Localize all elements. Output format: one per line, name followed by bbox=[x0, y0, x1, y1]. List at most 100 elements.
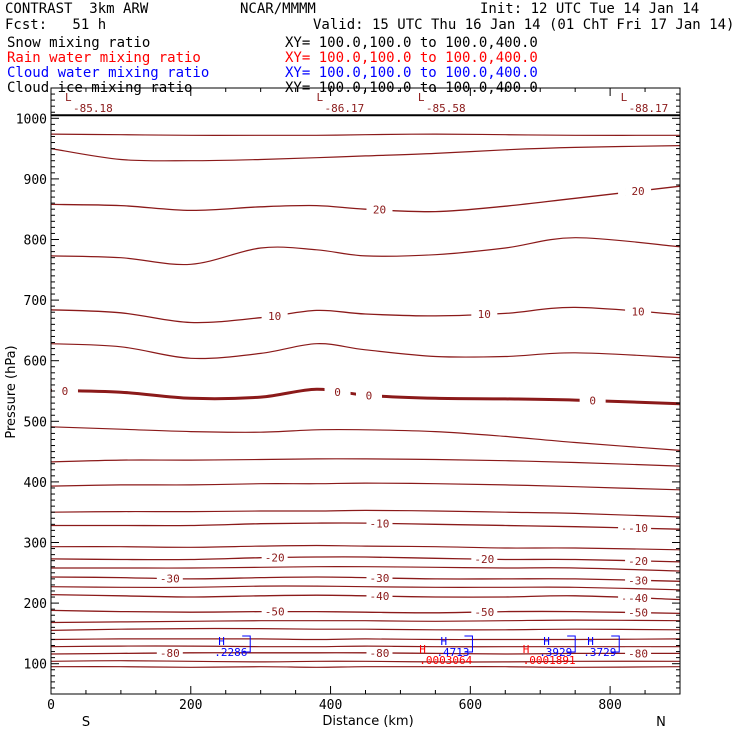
rain-max-marker: H bbox=[419, 643, 426, 656]
legend-rain-range: XY= 100.0,100.0 to 100.0,400.0 bbox=[285, 50, 538, 66]
isotherm-label-bg bbox=[261, 309, 288, 322]
contour-line-13 bbox=[50, 343, 681, 360]
isotherm-10-line bbox=[50, 306, 681, 324]
isotherm--30-label: -30 bbox=[628, 574, 648, 587]
isotherm-label-bg bbox=[471, 553, 498, 566]
isotherm--40-line bbox=[50, 593, 681, 601]
isotherm--80-line bbox=[50, 652, 681, 655]
isotherm-label-bg bbox=[355, 389, 382, 402]
contour-lines bbox=[50, 114, 681, 668]
min-value-label: -85.58 bbox=[426, 102, 466, 115]
cloud-water-contour bbox=[611, 635, 620, 653]
contour-labels: -80-80-80-50-50-50-40-40-40-30-30-30-20-… bbox=[51, 91, 669, 667]
isotherm--40-label: -40 bbox=[628, 592, 648, 605]
isotherm-10-label: 10 bbox=[631, 306, 644, 319]
isotherm-label-bg bbox=[625, 522, 652, 535]
cloud-water-value-label: .2286 bbox=[214, 646, 247, 659]
isotherm-label-bg bbox=[471, 308, 498, 321]
isotherm--50-line bbox=[50, 609, 681, 615]
isotherm-10-label: 10 bbox=[268, 310, 281, 323]
contour-line-12 bbox=[50, 426, 681, 451]
min-marker: L bbox=[418, 91, 425, 104]
isotherm--80-label: -80 bbox=[628, 647, 648, 660]
isotherm--50-label: -50 bbox=[628, 607, 648, 620]
cloud-water-contour bbox=[242, 635, 251, 653]
y-tick-label: 600 bbox=[24, 355, 47, 370]
y-tick-label: 200 bbox=[24, 597, 47, 612]
contour-line-1 bbox=[50, 660, 681, 663]
isotherm-0-label: 0 bbox=[334, 386, 341, 399]
isotherm-label-bg bbox=[471, 605, 498, 618]
y-tick-label: 700 bbox=[24, 294, 47, 309]
forecast-hour: Fcst: 51 h bbox=[5, 17, 107, 33]
isotherm-label-bg bbox=[51, 384, 78, 397]
cloud-water-value-label: .4713 bbox=[436, 646, 469, 659]
cloud-water-value-label: .3729 bbox=[583, 646, 616, 659]
cloud-water-max-marker: H bbox=[587, 635, 594, 648]
x-tick-label: 600 bbox=[459, 698, 482, 713]
x-tick-label: 0 bbox=[47, 698, 55, 713]
y-tick-label: 900 bbox=[24, 173, 47, 188]
contour-line-5 bbox=[50, 619, 681, 624]
contour-line-11 bbox=[50, 458, 681, 467]
y-tick-label: 100 bbox=[24, 658, 47, 673]
legend-snow-range: XY= 100.0,100.0 to 100.0,400.0 bbox=[285, 35, 538, 51]
legend-cloudwater-range: XY= 100.0,100.0 to 100.0,400.0 bbox=[285, 65, 538, 81]
contour-line-8 bbox=[50, 544, 681, 551]
isotherm--80-label: -80 bbox=[370, 647, 390, 660]
isotherm-label-bg bbox=[324, 385, 351, 398]
isotherm--10-line bbox=[50, 522, 681, 530]
isotherm-10-label: 10 bbox=[478, 308, 491, 321]
contour-line-10 bbox=[50, 482, 681, 491]
min-value-label: -88.17 bbox=[629, 102, 669, 115]
isotherm-label-bg bbox=[625, 185, 652, 198]
x-end-label-north: N bbox=[656, 715, 666, 730]
isotherm-20-line bbox=[50, 185, 681, 213]
isotherm-label-bg bbox=[579, 394, 606, 407]
cloud-water-max-marker: H bbox=[543, 635, 550, 648]
isotherm--80-label: -80 bbox=[160, 647, 180, 660]
x-end-label-south: S bbox=[82, 715, 90, 730]
isotherm--20-line bbox=[50, 556, 681, 563]
isotherm--10-label: -10 bbox=[628, 522, 648, 535]
cloud-water-contour bbox=[464, 635, 473, 653]
isotherm-20-label: 20 bbox=[373, 204, 386, 217]
isotherm--20-label: -20 bbox=[474, 553, 494, 566]
min-marker: L bbox=[317, 91, 324, 104]
y-axis-title: Pressure (hPa) bbox=[4, 345, 19, 438]
isotherm--50-label: -50 bbox=[265, 606, 285, 619]
chart-title: CONTRAST 3km ARW bbox=[5, 1, 149, 17]
isotherm-label-bg bbox=[366, 646, 393, 659]
cloud-water-max-marker: H bbox=[440, 635, 447, 648]
rain-value-label: .0003064 bbox=[419, 654, 472, 667]
contour-line-9 bbox=[50, 509, 681, 518]
contour-line-16 bbox=[50, 133, 681, 136]
isotherm-label-bg bbox=[261, 605, 288, 618]
isotherm-label-bg bbox=[625, 647, 652, 660]
isotherm-label-bg bbox=[156, 572, 183, 585]
legend-cloudwater-name: Cloud water mixing ratio bbox=[7, 65, 210, 81]
isotherm-label-bg bbox=[156, 646, 183, 659]
isotherm-label-bg bbox=[261, 551, 288, 564]
min-marker: L bbox=[65, 91, 72, 104]
contour-line-4 bbox=[50, 627, 681, 631]
init-time: Init: 12 UTC Tue 14 Jan 14 bbox=[480, 1, 700, 17]
isotherm-label-bg bbox=[366, 517, 393, 530]
isotherm-label-bg bbox=[625, 606, 652, 619]
legend-snow-name: Snow mixing ratio bbox=[7, 35, 151, 51]
min-marker: L bbox=[621, 91, 628, 104]
center-label: NCAR/MMMM bbox=[240, 1, 316, 17]
contour-line-6 bbox=[50, 585, 681, 591]
x-tick-label: 800 bbox=[598, 698, 621, 713]
cloud-water-contour bbox=[567, 635, 576, 653]
x-axis-title: Distance (km) bbox=[322, 714, 413, 729]
min-value-label: -86.17 bbox=[325, 102, 365, 115]
x-tick-label: 400 bbox=[319, 698, 342, 713]
y-tick-label: 300 bbox=[24, 537, 47, 552]
isotherm-0-label: 0 bbox=[62, 385, 69, 398]
y-tick-label: 1000 bbox=[16, 112, 47, 127]
y-tick-label: 500 bbox=[24, 415, 47, 430]
isotherm-label-bg bbox=[625, 592, 652, 605]
isotherm-0-label: 0 bbox=[366, 389, 373, 402]
